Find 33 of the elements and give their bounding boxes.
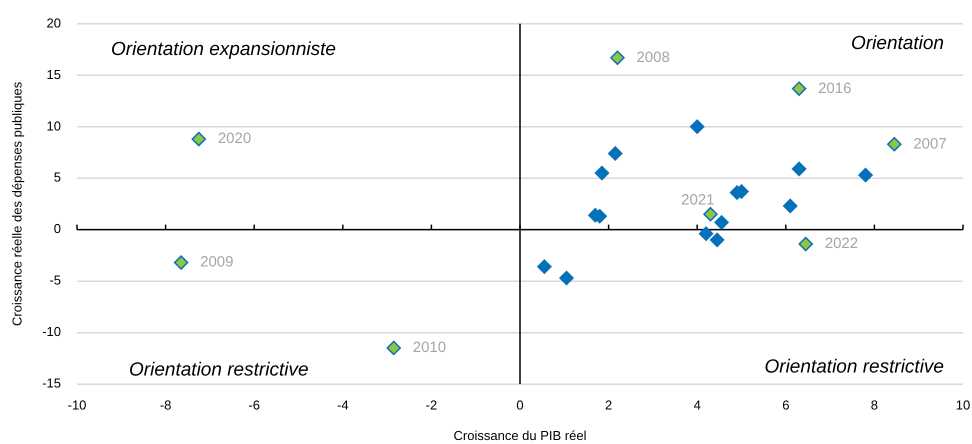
y-axis-title: Croissance réelle des dépenses publiques (9, 81, 24, 326)
annotation: 2016 (818, 80, 852, 97)
x-tick-label: 8 (870, 397, 878, 412)
y-tick-label: -15 (42, 376, 61, 391)
x-tick-label: -2 (426, 397, 438, 412)
annotation: 2022 (824, 235, 858, 252)
x-tick-label: 0 (516, 397, 524, 412)
x-tick-label: -8 (160, 397, 172, 412)
x-tick-label: 4 (694, 397, 701, 412)
x-tick-label: 6 (782, 397, 790, 412)
x-tick-label: 10 (956, 397, 970, 412)
annotation: 2007 (913, 135, 947, 152)
annotation: Orientation expansionniste (111, 39, 336, 60)
annotation: 2020 (218, 130, 252, 148)
y-tick-label: 15 (46, 66, 61, 82)
y-tick-label: 5 (54, 170, 61, 185)
annotation: Orientation restrictive (764, 356, 944, 378)
annotation: Orientation (851, 33, 944, 54)
y-tick-label: -10 (42, 324, 61, 340)
y-tick-label: -5 (49, 272, 61, 288)
y-tick-label: 0 (54, 221, 61, 236)
annotation: 2008 (636, 48, 670, 66)
y-tick-label: 10 (46, 118, 61, 134)
annotation: 2021 (681, 191, 714, 208)
x-tick-label: -10 (68, 397, 86, 412)
x-axis-title: Croissance du PIB réel (454, 428, 587, 443)
annotation: 2010 (412, 339, 446, 356)
y-tick-label: 20 (46, 15, 61, 30)
x-tick-label: 2 (604, 397, 612, 412)
x-tick-label: -6 (248, 397, 260, 412)
x-tick-label: -4 (337, 397, 349, 412)
annotation: Orientation restrictive (129, 359, 309, 380)
annotation: 2009 (200, 254, 234, 271)
